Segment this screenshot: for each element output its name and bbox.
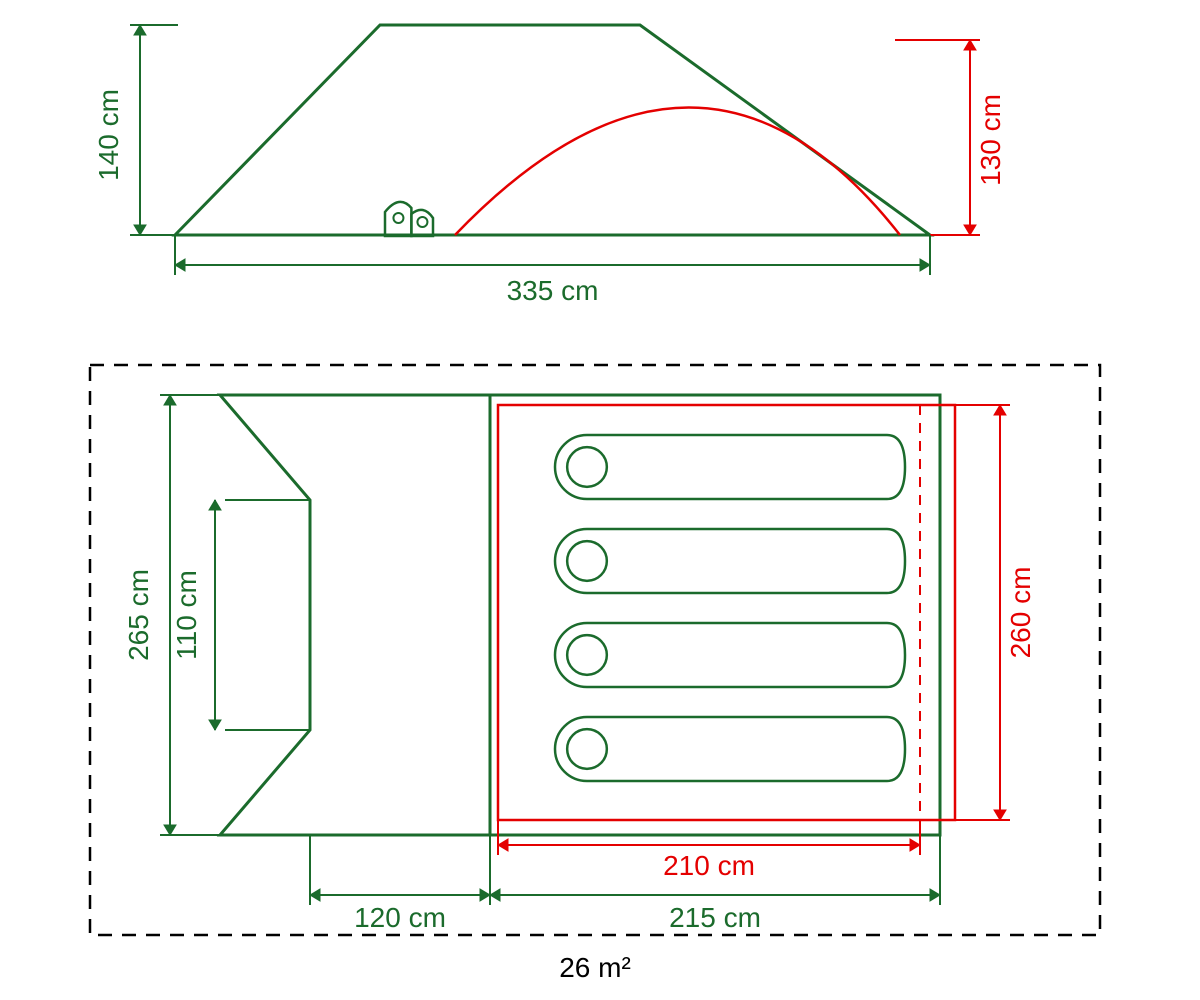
tent-dimensions-diagram: 140 cm 130 cm 335 cm 265 cm 110 cm 260 cm 210 … xyxy=(0,0,1200,1000)
footprint-dashed xyxy=(90,365,1100,935)
arrowhead xyxy=(964,225,976,235)
arrowhead xyxy=(498,839,508,851)
label-plan-w-vest: 120 cm xyxy=(354,902,446,933)
arrowhead xyxy=(134,25,146,35)
plan-outer-shell xyxy=(220,395,940,835)
label-h-inner: 130 cm xyxy=(975,94,1006,186)
vent-body2 xyxy=(411,210,433,236)
arrowhead xyxy=(134,225,146,235)
arrowhead xyxy=(310,889,320,901)
label-area: 26 m² xyxy=(559,952,631,983)
label-plan-h-inner: 260 cm xyxy=(1005,567,1036,659)
arrowhead xyxy=(164,825,176,835)
vent-body xyxy=(385,202,411,236)
arrowhead xyxy=(994,405,1006,415)
label-plan-h-door: 110 cm xyxy=(171,570,202,660)
sleeping-bag-head xyxy=(567,447,607,487)
arrowhead xyxy=(164,395,176,405)
arrowhead xyxy=(930,889,940,901)
side-outer-shell xyxy=(175,25,930,235)
arrowhead xyxy=(910,839,920,851)
label-plan-w-room: 215 cm xyxy=(669,902,761,933)
arrowhead xyxy=(920,259,930,271)
arrowhead xyxy=(209,720,221,730)
sleeping-bag-head xyxy=(567,729,607,769)
arrowhead xyxy=(209,500,221,510)
side-inner-dome xyxy=(455,108,900,236)
arrowhead xyxy=(175,259,185,271)
arrowhead xyxy=(490,889,500,901)
arrowhead xyxy=(480,889,490,901)
vent-hole xyxy=(393,213,403,223)
vent-hole xyxy=(417,217,427,227)
label-plan-h-outer: 265 cm xyxy=(123,569,154,661)
label-h-outer: 140 cm xyxy=(93,89,124,181)
label-w-side: 335 cm xyxy=(507,275,599,306)
sleeping-bag-head xyxy=(567,635,607,675)
label-plan-w-inner: 210 cm xyxy=(663,850,755,881)
arrowhead xyxy=(964,40,976,50)
sleeping-bag-head xyxy=(567,541,607,581)
arrowhead xyxy=(994,810,1006,820)
